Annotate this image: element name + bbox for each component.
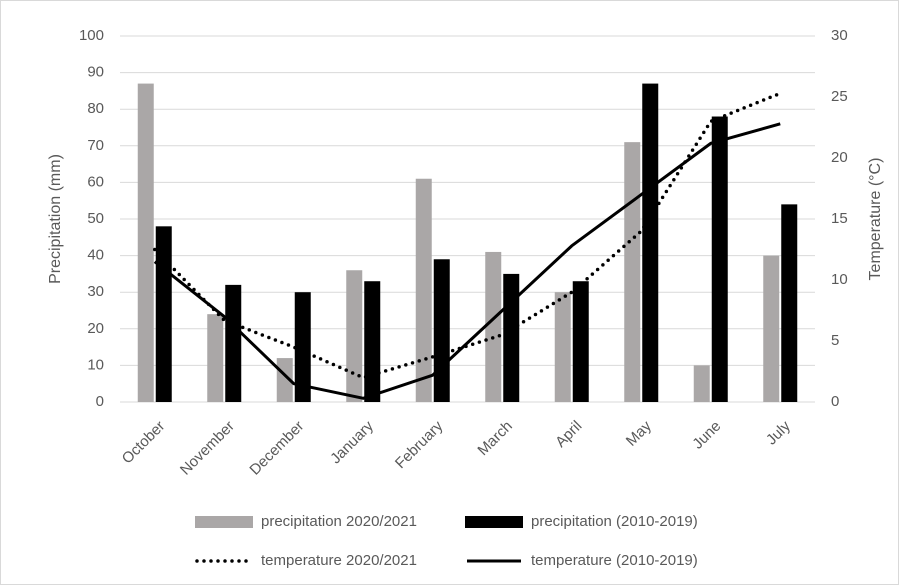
- y-tick-label: 20: [87, 320, 104, 337]
- y2-tick-label: 15: [831, 210, 848, 227]
- bar: [276, 358, 293, 402]
- bar: [554, 292, 571, 402]
- legend-label: temperature 2020/2021: [261, 552, 417, 569]
- y2-tick-label: 30: [831, 27, 848, 44]
- y-tick-label: 0: [96, 393, 104, 410]
- y-tick-label: 30: [87, 283, 104, 300]
- line: [153, 122, 781, 400]
- line: [153, 91, 782, 380]
- bar: [346, 270, 363, 402]
- y2-axis-title: Temperature (°C): [867, 158, 884, 281]
- legend-label: precipitation 2020/2021: [261, 513, 417, 530]
- bar: [763, 255, 780, 402]
- bar: [155, 226, 172, 402]
- bar: [225, 284, 242, 402]
- bar: [415, 178, 432, 402]
- legend-label: precipitation (2010-2019): [531, 513, 698, 530]
- legend-swatch: [465, 516, 523, 528]
- y-tick-label: 80: [87, 100, 104, 117]
- y-tick-label: 70: [87, 137, 104, 154]
- y2-tick-label: 20: [831, 149, 848, 166]
- bar: [207, 314, 224, 402]
- y-tick-label: 10: [87, 356, 104, 373]
- bar: [294, 292, 311, 402]
- bar: [624, 142, 641, 402]
- y2-tick-label: 10: [831, 271, 848, 288]
- legend-swatch: [195, 516, 253, 528]
- y2-tick-label: 5: [831, 332, 839, 349]
- y2-tick-label: 25: [831, 88, 848, 105]
- bar: [642, 83, 659, 402]
- y-tick-label: 40: [87, 247, 104, 264]
- y-tick-label: 60: [87, 173, 104, 190]
- bar: [137, 83, 154, 402]
- bar: [503, 273, 520, 402]
- y-tick-label: 50: [87, 210, 104, 227]
- y-tick-label: 100: [79, 27, 104, 44]
- y2-tick-label: 0: [831, 393, 839, 410]
- bar: [364, 281, 381, 402]
- bar: [485, 251, 502, 402]
- bar: [572, 281, 589, 402]
- legend-label: temperature (2010-2019): [531, 552, 698, 569]
- y-tick-label: 90: [87, 64, 104, 81]
- y-axis-title: Precipitation (mm): [47, 154, 64, 284]
- bar: [781, 204, 798, 402]
- bar: [433, 259, 450, 402]
- bar: [711, 116, 728, 403]
- bar: [693, 365, 710, 402]
